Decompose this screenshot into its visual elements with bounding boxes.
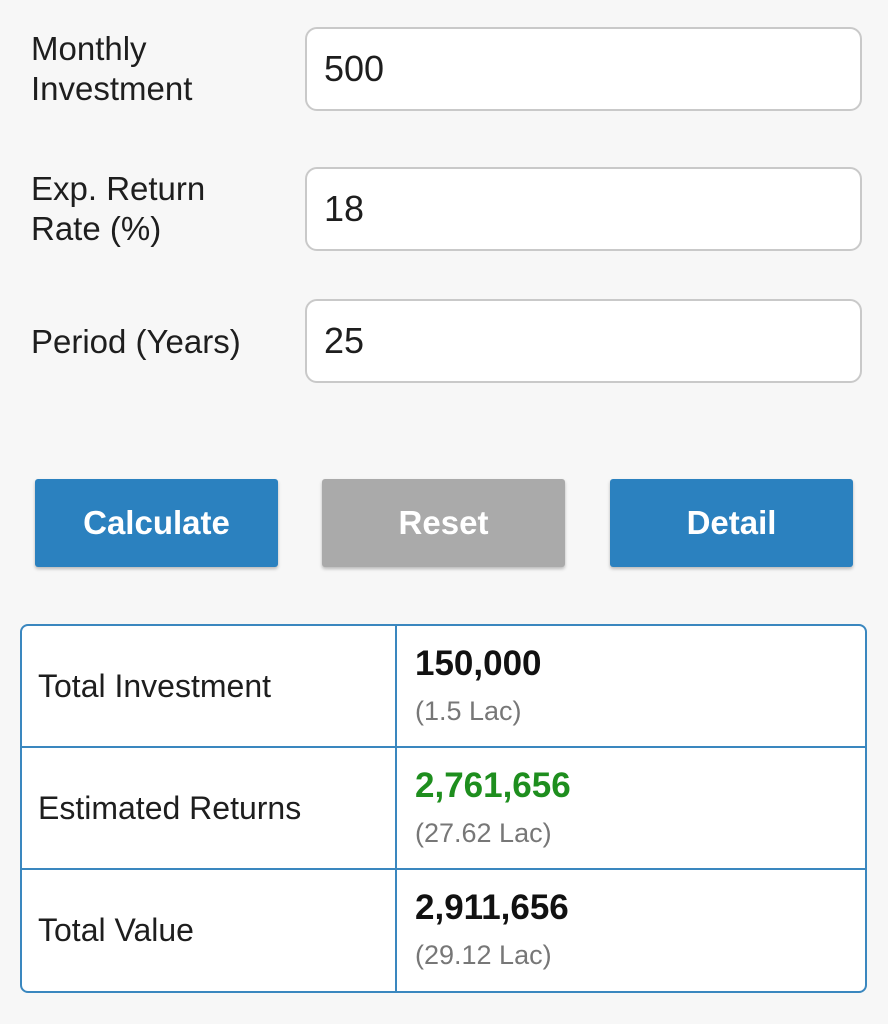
total-value-label: Total Value bbox=[38, 912, 194, 948]
detail-button[interactable]: Detail bbox=[610, 479, 853, 567]
return-rate-input[interactable] bbox=[305, 167, 862, 251]
period-input[interactable] bbox=[305, 299, 862, 383]
calculate-button[interactable]: Calculate bbox=[35, 479, 278, 567]
total-investment-row: Total Investment 150,000 (1.5 Lac) bbox=[22, 626, 865, 748]
total-value-lac: (29.12 Lac) bbox=[415, 940, 552, 970]
reset-button[interactable]: Reset bbox=[322, 479, 565, 567]
results-column-divider bbox=[395, 626, 397, 991]
total-investment-lac: (1.5 Lac) bbox=[415, 696, 522, 726]
results-table: Total Investment 150,000 (1.5 Lac) Estim… bbox=[20, 624, 867, 993]
estimated-returns-label: Estimated Returns bbox=[38, 790, 302, 826]
monthly-investment-input[interactable] bbox=[305, 27, 862, 111]
period-label: Period (Years) bbox=[31, 323, 241, 360]
total-value-value: 2,911,656 bbox=[415, 888, 569, 927]
estimated-returns-value: 2,761,656 bbox=[415, 766, 571, 805]
estimated-returns-lac: (27.62 Lac) bbox=[415, 818, 552, 848]
total-investment-value: 150,000 bbox=[415, 644, 542, 683]
estimated-returns-row: Estimated Returns 2,761,656 (27.62 Lac) bbox=[22, 748, 865, 870]
monthly-investment-label: Monthly Investment bbox=[31, 30, 193, 107]
total-value-row: Total Value 2,911,656 (29.12 Lac) bbox=[22, 870, 865, 991]
return-rate-label: Exp. Return Rate (%) bbox=[31, 170, 206, 247]
total-investment-label: Total Investment bbox=[38, 668, 271, 704]
